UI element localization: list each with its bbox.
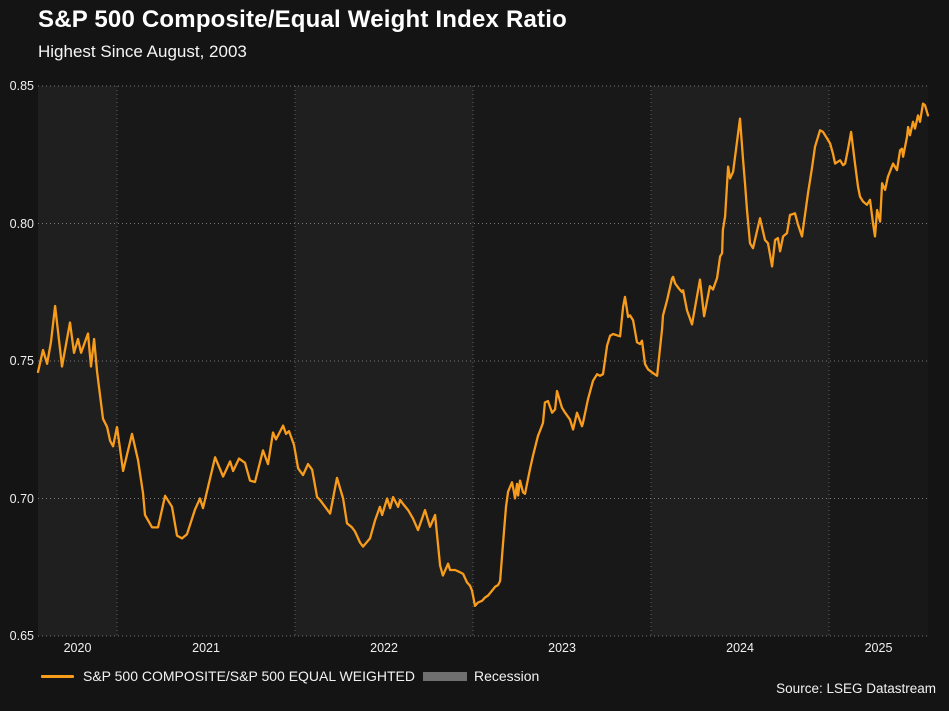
series-line-swatch — [41, 674, 74, 678]
chart-subtitle: Highest Since August, 2003 — [38, 42, 247, 61]
x-axis-label: 2022 — [370, 641, 398, 655]
recession-swatch — [422, 671, 467, 681]
ratio-line — [36, 102, 930, 607]
x-axis-label: 2023 — [548, 641, 576, 655]
year-band — [651, 86, 830, 636]
chart-legend: S&P 500 COMPOSITE/S&P 500 EQUAL WEIGHTED… — [41, 667, 539, 685]
source-attribution: Source: LSEG Datastream — [776, 681, 936, 696]
y-axis-label: 0.80 — [9, 216, 34, 231]
chart-title: S&P 500 Composite/Equal Weight Index Rat… — [38, 6, 567, 33]
x-axis-label: 2020 — [63, 641, 92, 655]
y-axis-label: 0.70 — [9, 491, 34, 506]
x-axis-label: 2025 — [864, 641, 893, 655]
y-axis-label: 0.65 — [9, 629, 34, 643]
x-axis-label: 2021 — [192, 641, 220, 655]
y-axis-label: 0.75 — [9, 354, 34, 368]
year-band — [295, 86, 474, 636]
y-axis-label: 0.85 — [9, 79, 34, 93]
series-legend-label: S&P 500 COMPOSITE/S&P 500 EQUAL WEIGHTED — [83, 668, 415, 684]
recession-legend-label: Recession — [473, 668, 540, 684]
x-axis-label: 2024 — [726, 641, 754, 655]
year-band — [38, 86, 118, 636]
